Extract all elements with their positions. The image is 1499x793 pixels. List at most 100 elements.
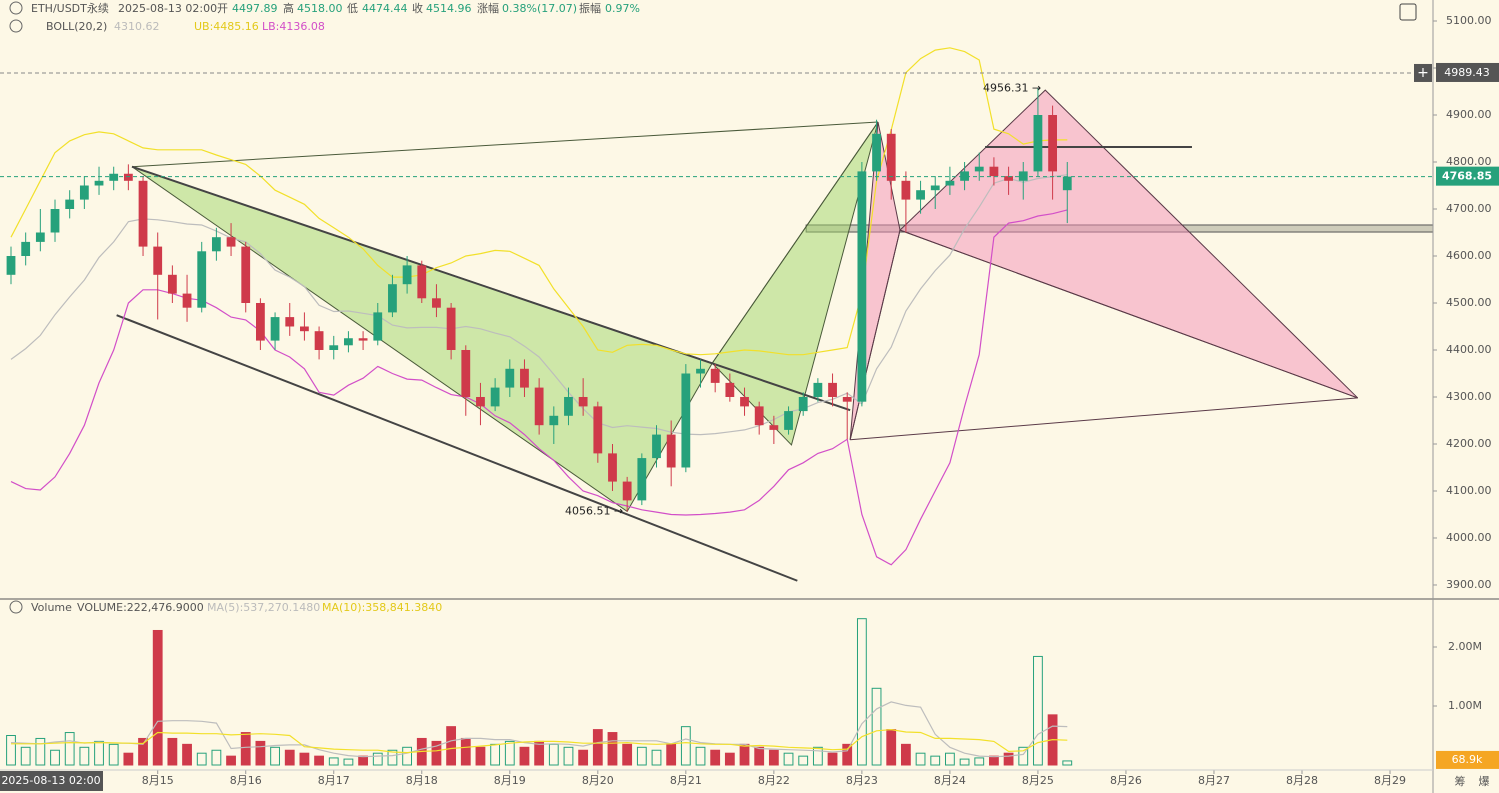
fullscreen-button[interactable]	[1399, 3, 1417, 21]
candle-body	[344, 338, 353, 346]
price-annotation: 4956.31 →	[983, 82, 1041, 95]
x-tick-label: 8月26	[1110, 774, 1142, 787]
volume-bar	[871, 687, 882, 766]
indicator-title: Volume	[31, 601, 72, 614]
candle-body	[476, 396, 485, 407]
y-tick-label: 4000.00	[1446, 531, 1492, 544]
candle-body	[314, 331, 324, 350]
x-tick-label: 8月19	[494, 774, 526, 787]
volume-bar	[152, 629, 163, 766]
boll-mid: 4310.62	[114, 20, 160, 33]
volume-bar	[989, 755, 999, 766]
candle-body	[681, 373, 691, 468]
value: 0.97%	[605, 2, 640, 15]
volume-bar	[167, 737, 178, 766]
boll-mid	[10, 174, 1068, 436]
volume-bar	[460, 737, 471, 766]
ma10: MA(10):358,841.3840	[322, 601, 442, 614]
ma5: MA(5):537,270.1480	[207, 601, 320, 614]
candle-body	[94, 180, 104, 186]
x-tick-label: 8月17	[318, 774, 350, 787]
label: 开	[217, 2, 228, 15]
side-button[interactable]: 筹	[1455, 774, 1466, 788]
volume-bar	[710, 749, 721, 766]
value: 4514.96	[426, 2, 472, 15]
candle-body	[960, 171, 969, 181]
volume-bar	[196, 752, 207, 766]
candle-body	[211, 237, 221, 252]
x-tick-label: 8月27	[1198, 774, 1230, 787]
volume-bar	[930, 755, 941, 766]
volume-bar	[299, 752, 310, 766]
harmonic-leg	[849, 230, 901, 440]
plus-button[interactable]	[1414, 63, 1432, 82]
volume-bar	[1033, 655, 1043, 766]
candle-body	[490, 387, 500, 407]
value: 4497.89	[232, 2, 278, 15]
volume-panel	[6, 618, 1073, 766]
label: 高	[283, 1, 294, 15]
candle-body	[79, 185, 89, 200]
candle-body	[35, 232, 45, 242]
candle-body	[21, 241, 31, 256]
candle-body	[109, 173, 119, 181]
price-panel: 4956.31 → 4056.51 →	[0, 47, 1433, 582]
last-price-tag	[1436, 166, 1499, 186]
volume-bar	[1062, 760, 1073, 766]
collapse-icon[interactable]	[9, 1, 23, 15]
candle-body	[417, 265, 427, 299]
candle-body	[1004, 176, 1013, 181]
candle-body	[1018, 171, 1028, 181]
candle-body	[285, 317, 295, 327]
candle-body	[828, 382, 837, 397]
value: 0.38%(17.07)	[502, 2, 577, 15]
volume-bar	[945, 752, 955, 766]
volume-value: VOLUME:222,476.9000	[77, 601, 204, 614]
candle-body	[974, 166, 984, 172]
y-tick-label: 4600.00	[1446, 249, 1492, 262]
candle-body	[637, 458, 647, 501]
candle-body	[784, 411, 793, 430]
volume-bar	[959, 758, 970, 766]
volume-bar	[827, 752, 838, 766]
symbol: ETH/USDT永续	[31, 1, 109, 15]
volume-bar	[108, 743, 119, 766]
time-tag	[0, 771, 103, 791]
candle-body	[989, 166, 999, 177]
candle-body	[167, 274, 177, 294]
label: 涨幅	[477, 2, 499, 15]
plus-icon: +	[1417, 65, 1429, 81]
y-tick-label: 1.00M	[1448, 699, 1482, 712]
collapse-icon[interactable]	[9, 19, 23, 33]
volume-bar	[343, 758, 354, 766]
label: 收	[412, 1, 423, 15]
volume-bar	[900, 743, 911, 766]
volume-bar	[504, 740, 515, 766]
candle-body	[696, 368, 705, 374]
candle-body	[446, 307, 456, 350]
candle-body	[754, 406, 764, 426]
volume-bar	[20, 746, 31, 766]
candle-body	[520, 368, 529, 388]
candle-body	[1048, 115, 1057, 172]
candle-body	[740, 396, 749, 407]
side-button[interactable]: 爆	[1479, 774, 1490, 788]
y-tick-label: 4800.00	[1446, 155, 1492, 168]
collapse-icon[interactable]	[9, 600, 23, 614]
label: 振幅	[579, 1, 601, 15]
candle-body	[549, 415, 559, 426]
volume-bar	[475, 746, 486, 766]
crosshair-tag	[1436, 62, 1499, 82]
value: 4474.44	[362, 2, 408, 15]
volume-bar	[812, 746, 823, 766]
candle-body	[813, 382, 823, 397]
candle-body	[578, 396, 588, 407]
volume-bar	[387, 749, 398, 766]
candle-body	[270, 317, 280, 341]
volume-bar	[724, 752, 735, 766]
volume-bar	[182, 743, 192, 766]
volume-bar	[446, 726, 457, 766]
volume-bar	[50, 749, 60, 766]
candle-body	[50, 208, 60, 233]
candle-body	[1062, 176, 1072, 191]
